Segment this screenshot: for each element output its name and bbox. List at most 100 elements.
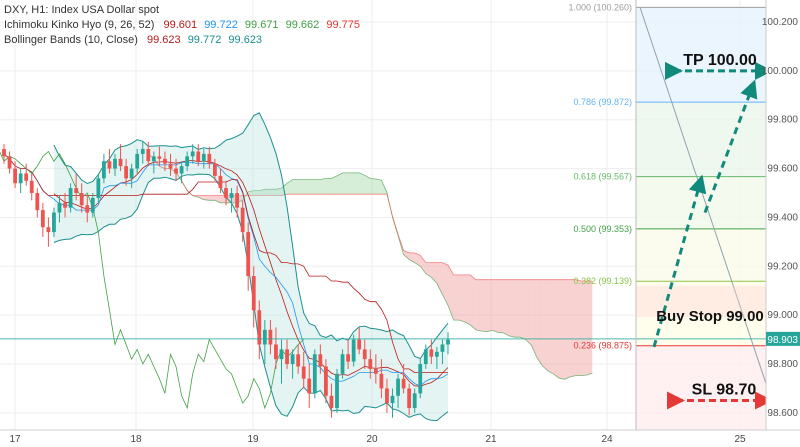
candle	[163, 151, 167, 172]
candle	[235, 185, 239, 218]
ichimoku-cloud	[148, 153, 593, 380]
last-price-label: 98.903	[767, 335, 798, 346]
candle	[140, 141, 145, 164]
candle-body	[185, 156, 190, 167]
x-tick-label: 20	[366, 434, 378, 445]
x-tick-label: 18	[130, 434, 142, 445]
ichimoku-legend[interactable]: Ichimoku Kinko Hyo (9, 26, 52) 99.601 99…	[4, 18, 364, 33]
candle	[146, 141, 151, 167]
cloud-segment	[575, 279, 582, 376]
senkou-span-a	[148, 153, 593, 380]
fib-level-label: 0.500 (99.353)	[573, 224, 632, 234]
bollinger-value-2: 99.772	[187, 34, 222, 46]
candle	[107, 149, 112, 174]
candle-body	[168, 163, 173, 169]
candle-body	[390, 395, 395, 404]
senkou-span-b	[148, 153, 593, 282]
candle-body	[46, 227, 51, 233]
candle-body	[107, 161, 112, 169]
candle-body	[218, 175, 223, 189]
y-tick-label: 98.800	[767, 359, 798, 370]
candle-body	[279, 349, 284, 360]
ichimoku-value-1: 99.601	[163, 19, 198, 31]
candle	[312, 349, 317, 399]
candle-body	[196, 151, 201, 162]
candle	[412, 388, 417, 413]
cloud-segment	[420, 255, 426, 274]
candle-body	[423, 349, 428, 365]
candle-body	[285, 349, 289, 365]
candle-body	[335, 373, 339, 409]
candle-body	[74, 188, 79, 194]
candle	[351, 334, 356, 367]
candle	[401, 364, 406, 394]
candle	[224, 180, 228, 206]
candle	[96, 173, 101, 203]
candle	[329, 383, 334, 418]
last-price-tag	[766, 331, 800, 346]
cloud-segment	[475, 279, 482, 332]
candle-body	[79, 193, 84, 206]
candle-body	[268, 329, 273, 345]
cloud-segment	[353, 172, 360, 195]
cloud-segment	[264, 189, 271, 196]
entry-zone	[636, 285, 766, 318]
candle	[318, 344, 323, 374]
candle	[174, 158, 178, 181]
cloud-segment	[270, 189, 276, 196]
candle	[307, 364, 312, 409]
cloud-segment	[470, 274, 476, 330]
candle	[423, 344, 428, 369]
candle-body	[102, 161, 106, 179]
fib-level-label: 1.000 (100.260)	[568, 2, 632, 12]
candle	[274, 327, 278, 369]
cloud-segment	[331, 175, 337, 195]
candle-body	[213, 163, 217, 176]
candle	[407, 383, 412, 416]
candle	[68, 183, 73, 213]
candle	[296, 344, 301, 374]
candle-body	[373, 368, 378, 374]
candle-body	[224, 188, 228, 198]
candle-body	[351, 339, 356, 362]
y-tick-label: 100.000	[762, 66, 799, 77]
candle	[251, 266, 256, 328]
candle	[301, 351, 306, 389]
y-tick-label: 98.600	[767, 408, 798, 419]
cloud-segment	[303, 179, 310, 195]
candle-body	[246, 232, 251, 277]
candle	[57, 195, 62, 223]
cloud-segment	[320, 178, 326, 195]
candle	[102, 153, 106, 184]
cloud-segment	[547, 279, 554, 374]
candle	[446, 332, 450, 355]
cloud-segment	[209, 195, 215, 201]
candle-body	[324, 366, 328, 396]
candle	[2, 144, 6, 164]
candle-body	[257, 310, 262, 345]
ichimoku-label: Ichimoku Kinko Hyo (9, 26, 52)	[4, 19, 155, 31]
candle	[390, 388, 395, 418]
bollinger-legend[interactable]: Bollinger Bands (10, Close) 99.623 99.77…	[4, 33, 364, 48]
cloud-segment	[559, 279, 565, 380]
x-tick-label: 17	[9, 434, 21, 445]
cloud-segment	[431, 262, 437, 284]
candle	[207, 146, 212, 169]
cloud-segment	[453, 274, 460, 321]
candle	[29, 173, 34, 201]
candle-body	[296, 354, 301, 367]
projection-arrow-1	[652, 174, 707, 348]
x-tick-label: 25	[734, 434, 746, 445]
candle-body	[385, 388, 389, 404]
cloud-segment	[214, 195, 221, 203]
trade-plan: TP 100.00 Buy Stop 99.00 SL 98.70	[636, 52, 773, 410]
candle-body	[251, 276, 256, 311]
cloud-segment	[553, 279, 559, 379]
candle-body	[340, 354, 345, 374]
candle	[46, 217, 51, 247]
cloud-segment	[359, 172, 365, 195]
tp-label: TP 100.00	[683, 52, 757, 69]
candle	[362, 339, 367, 369]
candle-body	[18, 173, 23, 184]
